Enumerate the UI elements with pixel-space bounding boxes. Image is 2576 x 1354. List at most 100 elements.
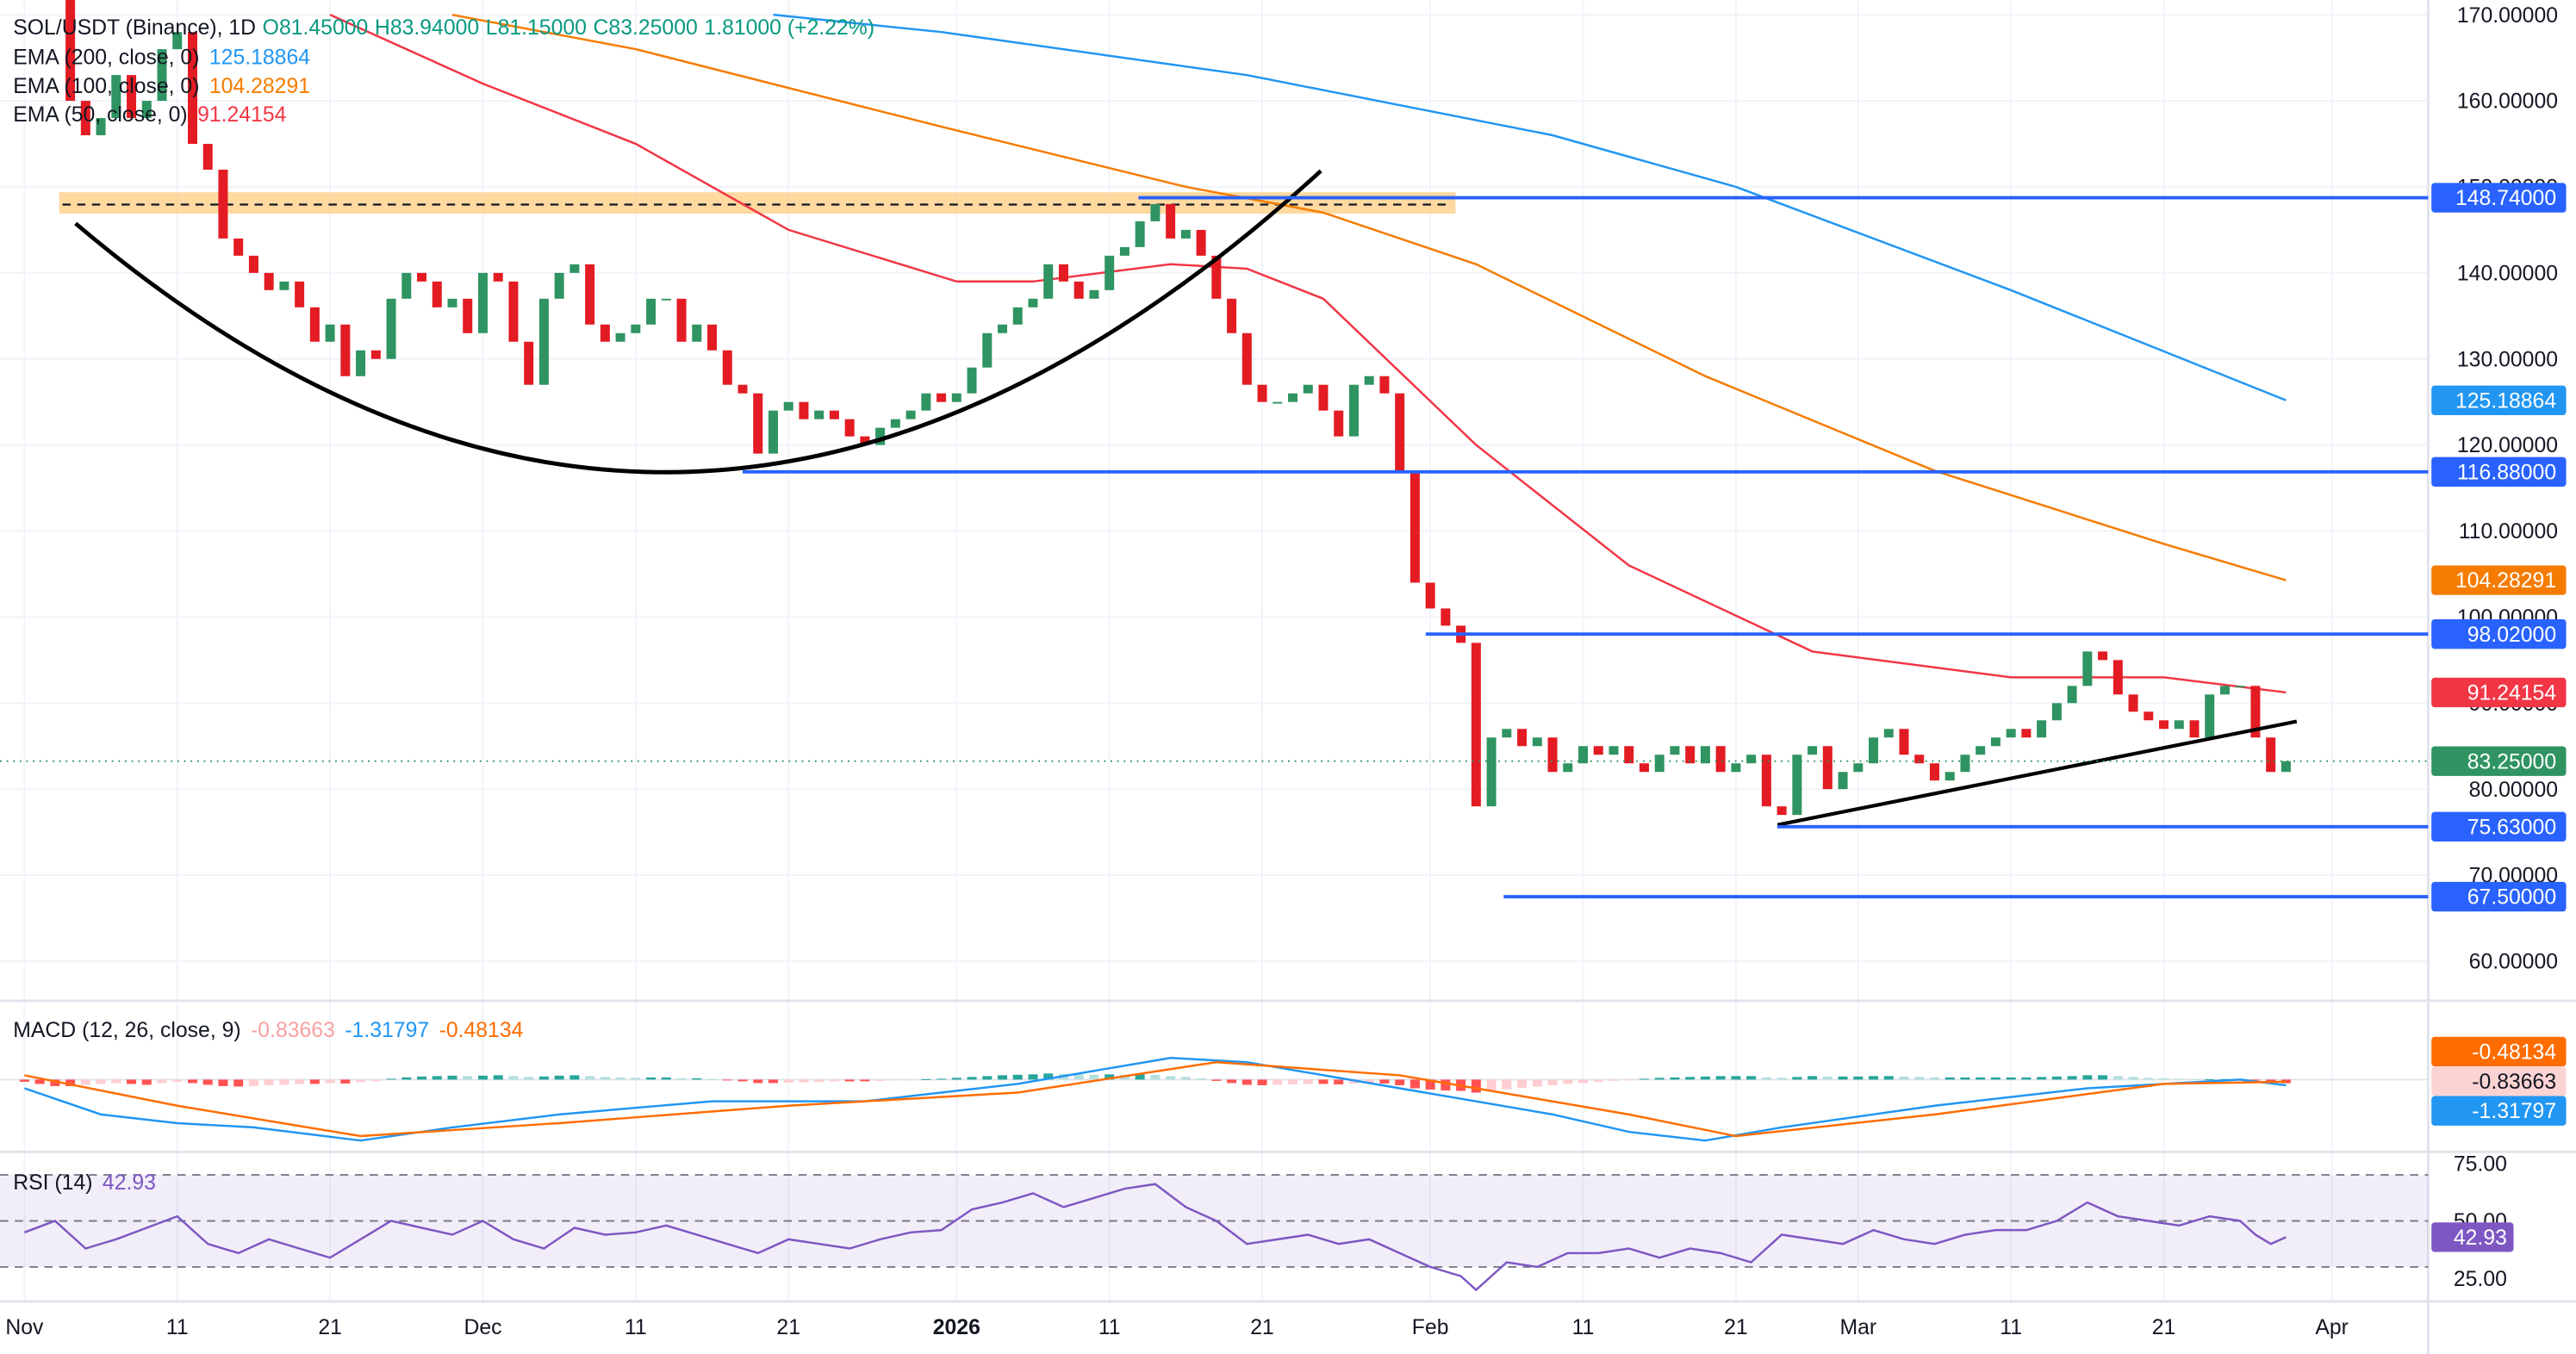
resistance-zone xyxy=(59,192,1456,214)
macd-histogram-bar xyxy=(141,1079,152,1085)
candle xyxy=(1563,763,1573,773)
candle xyxy=(96,118,106,136)
macd-histogram-bar xyxy=(2159,1078,2169,1080)
candle xyxy=(1288,393,1298,402)
candle xyxy=(2235,686,2245,688)
candle xyxy=(1073,281,1084,299)
macd-histogram-bar xyxy=(2266,1079,2276,1082)
macd-hist-value: -0.83663 xyxy=(251,1019,335,1042)
macd-histogram-bar xyxy=(1761,1077,1771,1080)
macd-histogram-bar xyxy=(1196,1078,1206,1080)
candle xyxy=(1685,746,1696,764)
candle xyxy=(447,298,457,307)
y-tick-label: 60.00000 xyxy=(2469,951,2558,974)
candle xyxy=(1379,376,1390,394)
candle xyxy=(936,393,947,402)
macd-histogram-bar xyxy=(1241,1079,1252,1085)
macd-histogram-bar xyxy=(1517,1079,1528,1088)
candle xyxy=(1395,393,1405,471)
x-tick-label: 21 xyxy=(318,1316,342,1339)
ema-value: 104.28291 xyxy=(209,75,310,98)
candle xyxy=(2280,761,2291,773)
level-label: 98.02000 xyxy=(2467,624,2556,647)
candle xyxy=(386,298,396,359)
candle xyxy=(279,281,289,290)
candle xyxy=(1043,264,1054,299)
macd-histogram-bar xyxy=(248,1079,258,1086)
macd-histogram-bar xyxy=(1348,1079,1359,1084)
macd-histogram-bar xyxy=(1838,1076,1848,1080)
candle xyxy=(1976,746,1986,755)
candle xyxy=(1899,729,1909,755)
macd-histogram-bar xyxy=(661,1077,671,1080)
candle xyxy=(1761,755,1771,807)
x-tick-label: 21 xyxy=(1250,1316,1274,1339)
macd-histogram-bar xyxy=(921,1078,931,1080)
macd-histogram-bar xyxy=(401,1077,412,1080)
candle xyxy=(538,298,549,385)
candle xyxy=(2250,686,2261,738)
candle xyxy=(1440,608,1451,626)
macd-histogram-bar xyxy=(233,1079,244,1087)
macd-histogram-bar xyxy=(1746,1076,1757,1080)
candle xyxy=(1700,746,1710,764)
candle xyxy=(753,393,763,454)
candle xyxy=(1990,737,2000,747)
ema-name: EMA (200, close, 0) xyxy=(13,46,199,69)
level-label: 75.63000 xyxy=(2467,816,2556,839)
candle xyxy=(692,324,702,342)
macd-histogram-bar xyxy=(1700,1076,1710,1080)
x-tick-label: 21 xyxy=(1724,1316,1748,1339)
macd-histogram-bar xyxy=(814,1079,824,1082)
macd-histogram-bar xyxy=(264,1079,274,1085)
candle xyxy=(768,410,778,454)
candle xyxy=(921,393,931,411)
macd-histogram-bar xyxy=(1547,1079,1558,1085)
ema-name: EMA (50, close, 0) xyxy=(13,103,187,127)
macd-histogram-bar xyxy=(1654,1078,1664,1080)
candle xyxy=(2144,711,2154,721)
macd-histogram-bar xyxy=(1929,1077,1939,1080)
level-box xyxy=(2431,457,2567,487)
macd-histogram-bar xyxy=(1976,1077,1986,1080)
x-tick-label: 11 xyxy=(625,1316,647,1339)
ema-box xyxy=(2431,565,2567,595)
x-tick-label: 21 xyxy=(776,1316,800,1339)
signal-line xyxy=(24,1060,2287,1138)
macd-histogram-bar xyxy=(1899,1076,1909,1080)
macd-histogram-bar xyxy=(936,1078,947,1080)
candle xyxy=(829,410,839,419)
macd-box xyxy=(2431,1096,2567,1126)
macd-histogram-bar xyxy=(1211,1079,1222,1081)
candle xyxy=(1808,746,1818,755)
candle xyxy=(508,281,519,342)
candle xyxy=(1241,332,1252,385)
overlay: Nov 11 21 Dec 11 21 2026 11 21 Feb 11 21 Mar 11 21 Apr 6… xyxy=(0,4,2567,1339)
candle xyxy=(1502,729,1512,738)
macd-histogram-bar xyxy=(19,1079,29,1082)
candle xyxy=(1012,307,1023,325)
candle xyxy=(80,101,90,136)
ema-box xyxy=(2431,677,2567,708)
candle xyxy=(1257,384,1267,402)
macd-histogram-bar xyxy=(1425,1079,1435,1090)
macd-histogram-bar xyxy=(1670,1077,1680,1080)
candle xyxy=(524,341,534,385)
candle xyxy=(600,324,610,342)
candle xyxy=(172,32,183,50)
x-tick-label: Nov xyxy=(5,1316,44,1339)
macd-histogram-bar xyxy=(1731,1076,1741,1080)
macd-histogram-bar xyxy=(80,1079,90,1085)
macd-histogram-bar xyxy=(692,1078,702,1080)
candle xyxy=(356,350,366,376)
candle xyxy=(157,49,167,102)
y-tick-label: 170.00000 xyxy=(2457,4,2558,28)
x-tick-label: Mar xyxy=(1839,1316,1876,1339)
signal-label: -0.48134 xyxy=(2472,1041,2556,1065)
macd-histogram-bar xyxy=(1792,1077,1802,1080)
x-tick-label: 11 xyxy=(166,1316,189,1339)
macd-histogram-bar xyxy=(600,1077,610,1080)
macd-histogram-bar xyxy=(1135,1074,1145,1080)
y-tick-label: 130.00000 xyxy=(2457,348,2558,371)
